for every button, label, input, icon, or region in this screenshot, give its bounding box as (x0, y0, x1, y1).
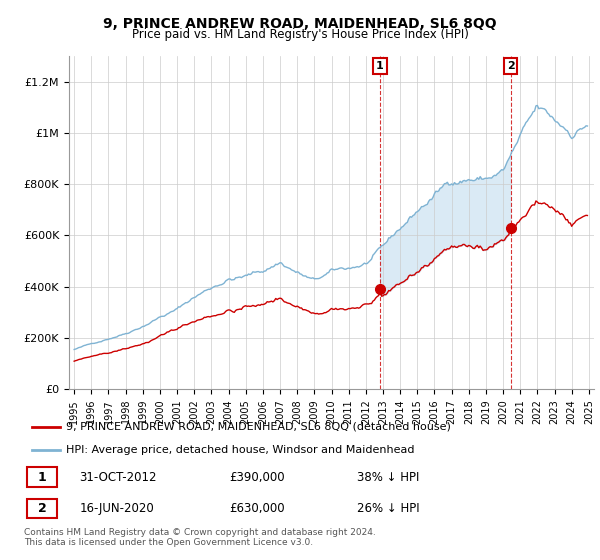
Text: 2: 2 (507, 61, 515, 71)
Text: £390,000: £390,000 (229, 470, 285, 483)
Text: 16-JUN-2020: 16-JUN-2020 (79, 502, 154, 515)
Text: 31-OCT-2012: 31-OCT-2012 (79, 470, 157, 483)
Text: HPI: Average price, detached house, Windsor and Maidenhead: HPI: Average price, detached house, Wind… (65, 445, 414, 455)
Text: 2: 2 (38, 502, 46, 515)
FancyBboxPatch shape (27, 498, 58, 519)
Text: 9, PRINCE ANDREW ROAD, MAIDENHEAD, SL6 8QQ: 9, PRINCE ANDREW ROAD, MAIDENHEAD, SL6 8… (103, 17, 497, 31)
FancyBboxPatch shape (27, 467, 58, 487)
Text: Contains HM Land Registry data © Crown copyright and database right 2024.
This d: Contains HM Land Registry data © Crown c… (24, 528, 376, 547)
Text: £630,000: £630,000 (229, 502, 285, 515)
Text: 9, PRINCE ANDREW ROAD, MAIDENHEAD, SL6 8QQ (detached house): 9, PRINCE ANDREW ROAD, MAIDENHEAD, SL6 8… (65, 422, 451, 432)
Text: 1: 1 (38, 470, 46, 483)
Text: 1: 1 (376, 61, 384, 71)
Text: 26% ↓ HPI: 26% ↓ HPI (357, 502, 419, 515)
Text: Price paid vs. HM Land Registry's House Price Index (HPI): Price paid vs. HM Land Registry's House … (131, 28, 469, 41)
Text: 38% ↓ HPI: 38% ↓ HPI (357, 470, 419, 483)
